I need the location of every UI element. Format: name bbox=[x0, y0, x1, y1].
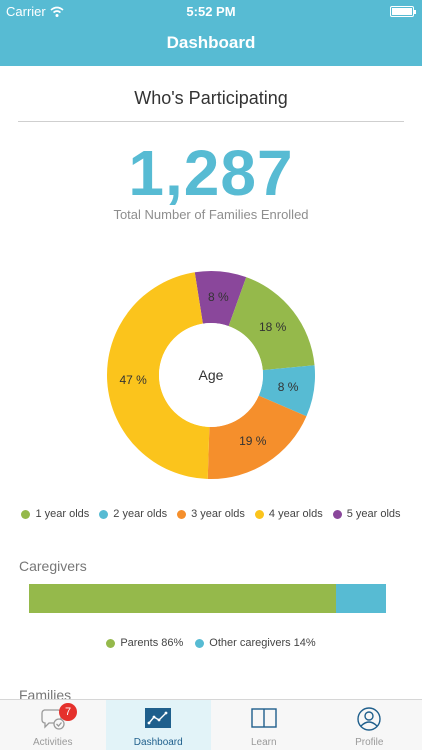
age-legend: 1 year olds 2 year olds 3 year olds 4 year … bbox=[0, 508, 422, 520]
caregiver-legend-item: Other caregivers 14% bbox=[195, 637, 316, 649]
slice-5-year-olds bbox=[194, 271, 247, 327]
legend-label: 5 year olds bbox=[346, 508, 401, 520]
slice-label-3-year-olds: 19 % bbox=[239, 433, 267, 448]
legend-dot bbox=[177, 509, 187, 519]
activities-badge: 7 bbox=[59, 703, 77, 721]
legend-dot bbox=[195, 638, 205, 648]
book-icon bbox=[251, 708, 277, 728]
legend-item-1-year-olds: 1 year olds bbox=[21, 508, 89, 520]
person-icon bbox=[357, 707, 381, 731]
slice-4-year-olds bbox=[106, 272, 210, 479]
legend-dot bbox=[99, 509, 109, 519]
carrier-group: Carrier bbox=[6, 4, 64, 19]
legend-item-4-year-olds: 4 year olds bbox=[254, 508, 323, 520]
tab-learn[interactable]: Learn bbox=[211, 700, 317, 750]
donut-hole bbox=[159, 323, 263, 427]
legend-dot bbox=[106, 638, 116, 648]
legend-dot bbox=[254, 509, 264, 519]
legend-label: 2 year olds bbox=[113, 508, 168, 520]
total-families-caption: Total Number of Families Enrolled bbox=[113, 207, 309, 222]
carrier-label: Carrier bbox=[6, 4, 46, 19]
status-time: 5:52 PM bbox=[186, 4, 236, 19]
wifi-icon bbox=[50, 6, 64, 17]
legend-label: Other caregivers 14% bbox=[209, 637, 316, 649]
legend-label: 1 year olds bbox=[35, 508, 90, 520]
caregivers-title: Caregivers bbox=[19, 558, 87, 574]
legend-item-5-year-olds: 5 year olds bbox=[332, 508, 401, 520]
tab-bar: 7 Activities Dashboard Learn Profile bbox=[0, 699, 422, 750]
caregiver-legend-item: Parents 86% bbox=[106, 637, 183, 649]
tab-label: Profile bbox=[355, 737, 384, 748]
donut-svg bbox=[106, 271, 315, 479]
legend-label: Parents 86% bbox=[120, 637, 184, 649]
tab-label: Activities bbox=[33, 737, 73, 748]
slice-label-4-year-olds: 47 % bbox=[119, 372, 147, 387]
caregiver-segment-1 bbox=[336, 584, 386, 613]
nav-title: Dashboard bbox=[166, 33, 256, 52]
section-title: Who's Participating bbox=[134, 88, 288, 108]
slice-1-year-olds bbox=[228, 277, 315, 371]
slice-label-2-year-olds: 8 % bbox=[277, 380, 299, 395]
slice-label-5-year-olds: 8 % bbox=[207, 290, 229, 305]
tab-activities[interactable]: 7 Activities bbox=[0, 700, 106, 750]
divider bbox=[18, 121, 404, 122]
legend-label: 3 year olds bbox=[191, 508, 245, 520]
legend-dot bbox=[21, 509, 31, 519]
chart-line-icon bbox=[145, 708, 172, 728]
tab-dashboard[interactable]: Dashboard bbox=[105, 700, 211, 750]
legend-dot bbox=[332, 509, 342, 519]
caregiver-segment-0 bbox=[29, 584, 337, 613]
status-bar: Carrier 5:52 PM bbox=[0, 0, 422, 22]
age-donut-chart: Age 8 % 18 % 8 % 19 % 47 % bbox=[106, 271, 315, 479]
tab-profile[interactable]: Profile bbox=[317, 700, 422, 750]
tab-label: Dashboard bbox=[133, 737, 183, 748]
slice-label-1-year-olds: 18 % bbox=[258, 320, 287, 335]
caregivers-legend: Parents 86% Other caregivers 14% bbox=[0, 637, 422, 649]
tab-label: Learn bbox=[250, 737, 277, 748]
slice-3-year-olds bbox=[207, 395, 307, 479]
app-header: Carrier 5:52 PM Dashboard bbox=[0, 0, 422, 66]
donut-center-label: Age bbox=[198, 367, 224, 383]
legend-label: 4 year olds bbox=[268, 508, 323, 520]
legend-item-2-year-olds: 2 year olds bbox=[99, 508, 167, 520]
total-families-number: 1,287 bbox=[128, 137, 294, 209]
battery-icon bbox=[390, 6, 416, 17]
legend-item-3-year-olds: 3 year olds bbox=[177, 508, 245, 520]
caregivers-stacked-bar bbox=[29, 584, 386, 613]
slice-2-year-olds bbox=[258, 365, 315, 417]
